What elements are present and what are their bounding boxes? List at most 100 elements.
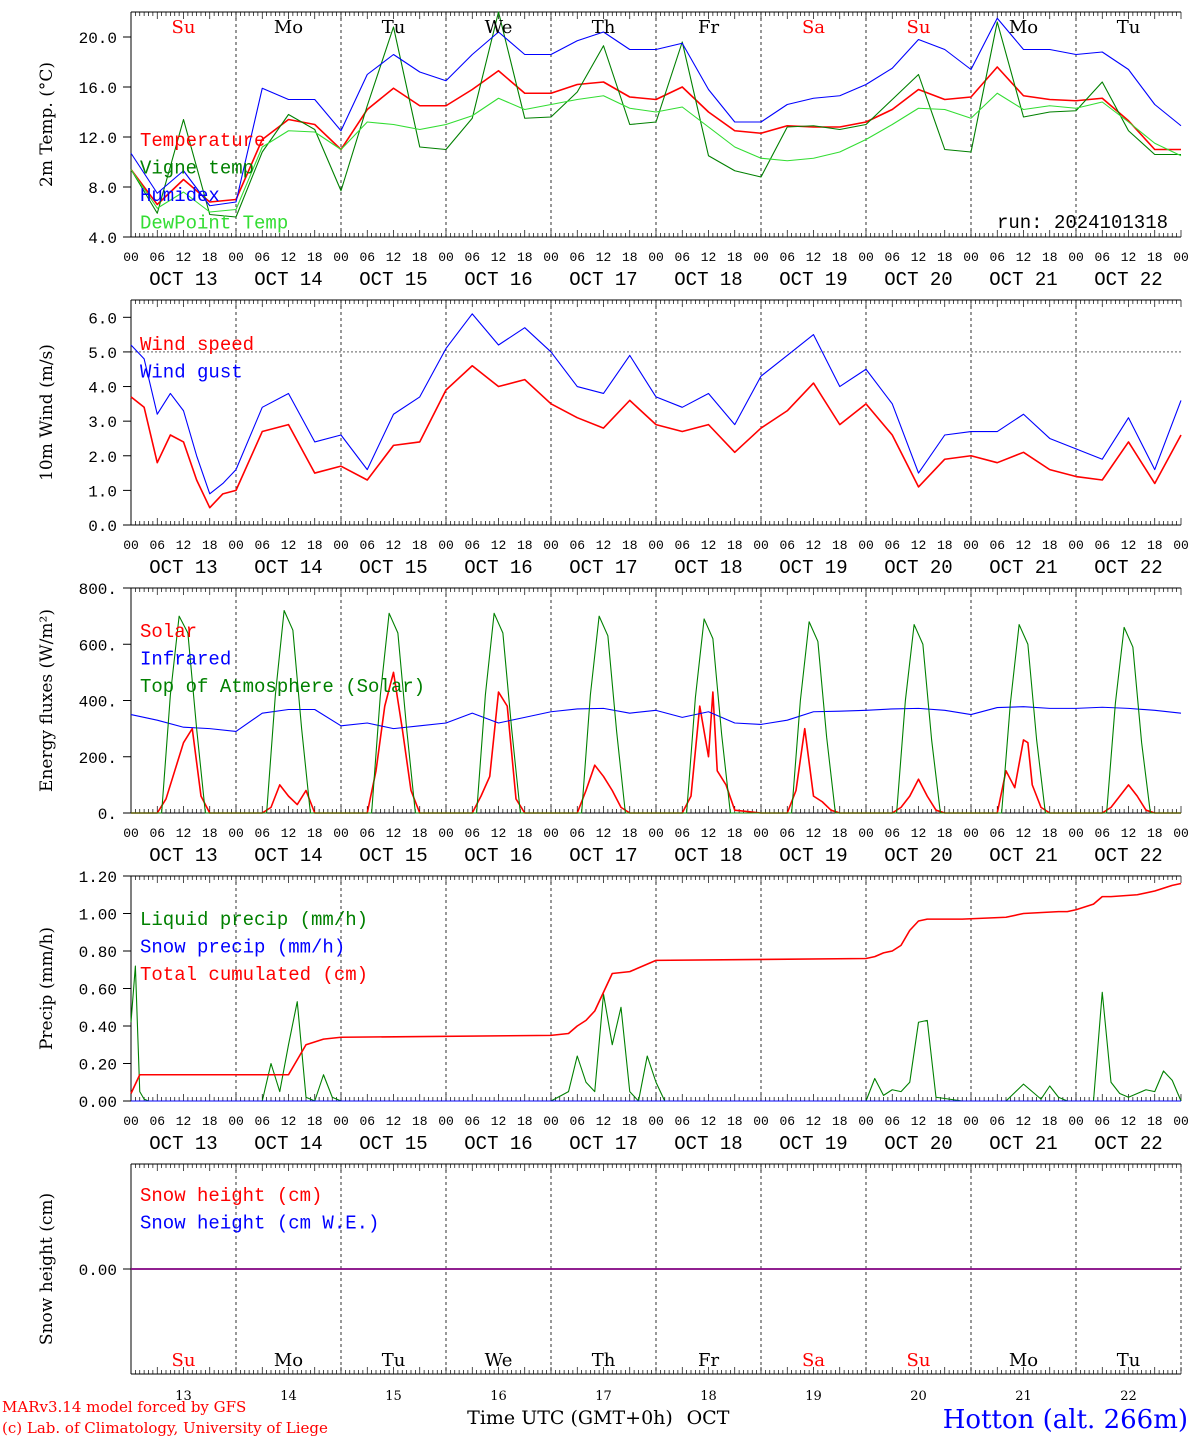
hour-tick-label: 00: [858, 1114, 874, 1129]
hour-tick-label: 00: [438, 538, 454, 553]
hour-tick-label: 00: [963, 826, 979, 841]
y-tick-label: 0.00: [79, 1262, 117, 1280]
hour-tick-label: 18: [937, 538, 953, 553]
y-tick-label: 0.0: [88, 518, 117, 536]
hour-tick-label: 12: [386, 826, 402, 841]
legend-entry: Liquid precip (mm/h): [140, 909, 368, 931]
date-label: OCT 17: [569, 269, 637, 291]
hour-tick-label: 12: [596, 826, 612, 841]
hour-tick-label: 06: [254, 826, 270, 841]
hour-tick-label: 06: [254, 1114, 270, 1129]
weekday-label: Su: [907, 17, 931, 38]
hour-tick-label: 06: [254, 250, 270, 265]
hour-tick-label: 12: [1121, 538, 1137, 553]
hour-tick-label: 00: [543, 250, 559, 265]
y-axis-label: Precip (mm/h): [37, 927, 57, 1050]
hour-tick-label: 18: [307, 250, 323, 265]
weekday-label: Th: [592, 17, 616, 38]
day-number-label: 19: [805, 1389, 822, 1404]
hour-tick-label: 12: [1016, 826, 1032, 841]
weekday-label: Su: [172, 17, 196, 38]
weekday-label-bottom: Tu: [382, 1350, 406, 1371]
station-label: Hotton (alt. 266m): [943, 1405, 1188, 1435]
panel-2: 0.0 1.0 2.0 3.0 4.0 5.0 6.0 10m Wind (m/s) Wind …: [37, 299, 1189, 579]
hour-tick-label: 00: [123, 538, 139, 553]
hour-tick-label: 12: [491, 1114, 507, 1129]
legend-entry: Solar: [140, 621, 197, 643]
hour-tick-label: 18: [937, 826, 953, 841]
date-label: OCT 19: [779, 557, 847, 579]
hour-tick-label: 18: [727, 538, 743, 553]
hour-tick-label: 00: [438, 1114, 454, 1129]
weekday-label-bottom: Mo: [1009, 1350, 1038, 1371]
hour-tick-label: 06: [989, 538, 1005, 553]
hour-tick-label: 18: [307, 1114, 323, 1129]
legend-entry: Humidex: [140, 185, 220, 207]
hour-tick-label: 18: [622, 538, 638, 553]
series-line-3: [130, 882, 1182, 1094]
date-label: OCT 15: [359, 557, 427, 579]
hour-tick-label: 06: [674, 826, 690, 841]
date-label: OCT 16: [464, 557, 532, 579]
hour-tick-label: 06: [1094, 1114, 1110, 1129]
hour-tick-label: 12: [491, 538, 507, 553]
hour-tick-label: 00: [333, 538, 349, 553]
hour-tick-label: 18: [1147, 250, 1163, 265]
hour-tick-label: 06: [464, 1114, 480, 1129]
date-label: OCT 17: [569, 1133, 637, 1155]
weekday-label-bottom: Su: [172, 1350, 196, 1371]
hour-tick-label: 12: [176, 538, 192, 553]
weekday-label-bottom: Th: [592, 1350, 616, 1371]
copyright-line: (c) Lab. of Climatology, University of L…: [2, 1419, 328, 1437]
hour-tick-label: 18: [622, 826, 638, 841]
panel-4: 0.00 0.20 0.40 0.60 0.80 1.00 1.20 Precip (mm/h…: [37, 869, 1189, 1155]
hour-tick-label: 12: [176, 826, 192, 841]
y-tick-label: 2.0: [88, 449, 117, 467]
y-tick-label: 0.40: [79, 1019, 117, 1037]
legend-entry: Vigne temp: [140, 158, 254, 180]
weekday-label-bottom: We: [485, 1350, 513, 1371]
day-number-label: 15: [385, 1389, 402, 1404]
date-label: OCT 15: [359, 1133, 427, 1155]
hour-tick-label: 06: [1094, 538, 1110, 553]
hour-tick-label: 00: [1068, 250, 1084, 265]
hour-tick-label: 18: [307, 538, 323, 553]
hour-tick-label: 18: [202, 250, 218, 265]
y-tick-label: 6.0: [88, 310, 117, 328]
hour-tick-label: 18: [412, 1114, 428, 1129]
hour-tick-label: 06: [149, 1114, 165, 1129]
hour-tick-label: 06: [149, 826, 165, 841]
hour-tick-label: 18: [202, 826, 218, 841]
day-number-label: 22: [1120, 1389, 1137, 1404]
hour-tick-label: 12: [701, 538, 717, 553]
date-label: OCT 20: [884, 1133, 952, 1155]
date-label: OCT 18: [674, 557, 742, 579]
hour-tick-label: 06: [674, 1114, 690, 1129]
hour-tick-label: 18: [727, 826, 743, 841]
hour-tick-label: 12: [701, 826, 717, 841]
hour-tick-label: 12: [911, 826, 927, 841]
day-number-label: 17: [595, 1389, 612, 1404]
y-tick-label: 20.0: [79, 30, 117, 48]
date-label: OCT 19: [779, 1133, 847, 1155]
hour-tick-label: 18: [727, 250, 743, 265]
hour-tick-label: 12: [491, 250, 507, 265]
hour-tick-label: 00: [753, 1114, 769, 1129]
hour-tick-label: 06: [254, 538, 270, 553]
y-tick-label: 0.60: [79, 982, 117, 1000]
hour-tick-label: 06: [674, 538, 690, 553]
y-tick-label: 600.: [79, 637, 117, 655]
date-label: OCT 18: [674, 269, 742, 291]
date-label: OCT 21: [989, 557, 1057, 579]
series-line-3: [130, 17, 1182, 207]
hour-tick-label: 12: [386, 538, 402, 553]
hour-tick-label: 06: [884, 538, 900, 553]
hour-tick-label: 18: [1042, 538, 1058, 553]
series-line-4: [130, 92, 1182, 213]
hour-tick-label: 12: [281, 1114, 297, 1129]
date-label: OCT 19: [779, 269, 847, 291]
series-line-2: [130, 11, 1181, 218]
model-credit-line: MARv3.14 model forced by GFS: [2, 1398, 246, 1416]
day-number-label: 21: [1015, 1389, 1032, 1404]
hour-tick-label: 12: [911, 1114, 927, 1129]
